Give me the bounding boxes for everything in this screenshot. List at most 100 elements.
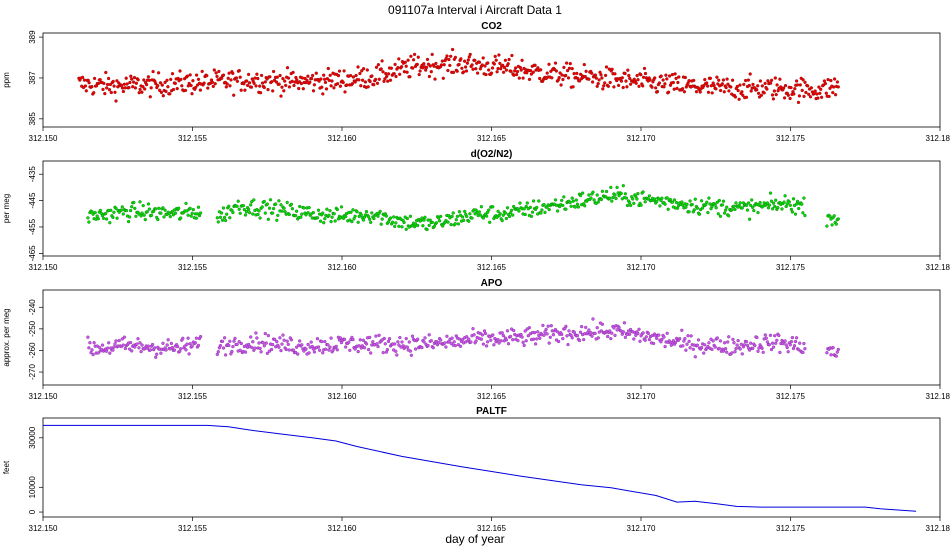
data-point xyxy=(388,216,393,220)
y-tick-label: 387 xyxy=(28,71,37,85)
data-point xyxy=(471,327,475,331)
data-point xyxy=(501,70,506,74)
data-point xyxy=(595,84,599,88)
data-point xyxy=(161,94,165,98)
data-point xyxy=(271,206,276,211)
data-point xyxy=(525,201,529,205)
data-point xyxy=(397,224,401,228)
data-point xyxy=(564,73,568,78)
data-point xyxy=(666,207,670,211)
data-point xyxy=(667,74,672,78)
data-point xyxy=(519,68,523,72)
data-point xyxy=(434,61,438,66)
data-point xyxy=(671,80,675,85)
data-point xyxy=(246,72,251,77)
data-point xyxy=(782,96,787,100)
data-point xyxy=(771,345,776,349)
data-point xyxy=(595,326,599,330)
data-point xyxy=(358,338,362,342)
data-point xyxy=(451,211,455,215)
data-point xyxy=(87,220,91,224)
data-point xyxy=(281,76,285,81)
data-point xyxy=(596,81,600,86)
data-point xyxy=(708,76,713,80)
data-point xyxy=(836,347,840,352)
data-point xyxy=(141,203,145,208)
data-point xyxy=(154,207,158,211)
data-point xyxy=(113,90,117,94)
data-point xyxy=(717,198,721,203)
x-tick-label: 312.155 xyxy=(178,134,207,143)
data-point xyxy=(249,335,253,339)
data-point xyxy=(316,208,321,212)
data-point xyxy=(768,191,773,195)
data-point xyxy=(608,329,612,333)
data-point xyxy=(108,351,112,355)
data-point xyxy=(422,62,426,66)
data-point xyxy=(298,204,302,209)
y-tick-label: -465 xyxy=(28,245,37,262)
data-point xyxy=(300,76,305,80)
data-point xyxy=(371,340,375,344)
data-point xyxy=(570,336,574,340)
data-point xyxy=(361,67,366,71)
data-point xyxy=(491,205,495,209)
data-point xyxy=(470,63,474,67)
data-point xyxy=(106,76,111,81)
data-point xyxy=(388,78,393,82)
data-point xyxy=(793,87,797,91)
data-point xyxy=(187,81,191,86)
data-point xyxy=(120,86,125,90)
data-point xyxy=(807,92,811,96)
data-point xyxy=(250,200,254,204)
data-point xyxy=(113,342,117,346)
data-point xyxy=(328,73,332,77)
data-point xyxy=(411,66,415,70)
data-point xyxy=(265,77,269,81)
data-point xyxy=(608,80,612,85)
data-point xyxy=(802,94,806,99)
data-point xyxy=(499,339,503,343)
data-point xyxy=(749,89,753,93)
data-point xyxy=(365,68,369,72)
data-point xyxy=(444,345,448,349)
data-point xyxy=(347,340,351,344)
data-point xyxy=(183,88,188,93)
data-point xyxy=(652,197,657,201)
data-point xyxy=(91,352,95,357)
data-point xyxy=(740,352,744,356)
data-point xyxy=(257,341,261,345)
data-point xyxy=(211,84,215,89)
data-point xyxy=(280,85,284,89)
data-point xyxy=(294,345,299,349)
data-point xyxy=(565,68,570,73)
data-point xyxy=(171,87,176,92)
data-point xyxy=(196,343,201,348)
data-point xyxy=(467,337,471,341)
panel-2: APO 312.150 312.155 312.160 312.165 312.170 31… xyxy=(2,278,950,401)
data-point xyxy=(227,204,231,208)
data-point xyxy=(351,75,356,79)
data-point xyxy=(284,83,288,88)
data-point xyxy=(779,85,783,89)
data-point xyxy=(826,77,830,82)
data-point xyxy=(299,215,303,219)
data-point xyxy=(196,77,201,81)
data-point xyxy=(434,221,439,225)
data-point xyxy=(459,57,463,61)
data-point xyxy=(111,348,115,352)
data-point xyxy=(809,86,814,90)
data-point xyxy=(252,81,256,85)
data-point xyxy=(825,224,829,228)
data-point xyxy=(258,346,262,351)
data-point xyxy=(156,217,160,222)
data-point xyxy=(266,87,270,92)
data-point xyxy=(823,81,828,86)
panel-title: PALTF xyxy=(476,406,507,417)
data-point xyxy=(827,94,831,99)
data-point xyxy=(567,329,571,333)
x-tick-label: 312.150 xyxy=(29,263,58,272)
y-tick-label: -240 xyxy=(28,299,37,316)
data-point xyxy=(112,345,116,349)
data-point xyxy=(369,220,373,225)
